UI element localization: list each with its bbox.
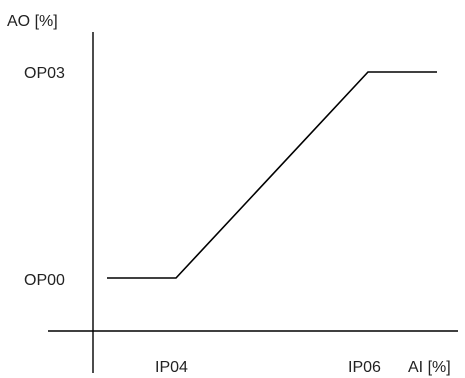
x-high-label: IP06	[348, 359, 381, 376]
transfer-curve	[107, 71, 437, 279]
y-low-label: OP00	[24, 272, 65, 289]
y-axis-label: AO [%]	[7, 13, 58, 30]
x-axis-label: AI [%]	[408, 359, 451, 376]
y-high-label: OP03	[24, 65, 65, 82]
x-low-label: IP04	[155, 359, 188, 376]
